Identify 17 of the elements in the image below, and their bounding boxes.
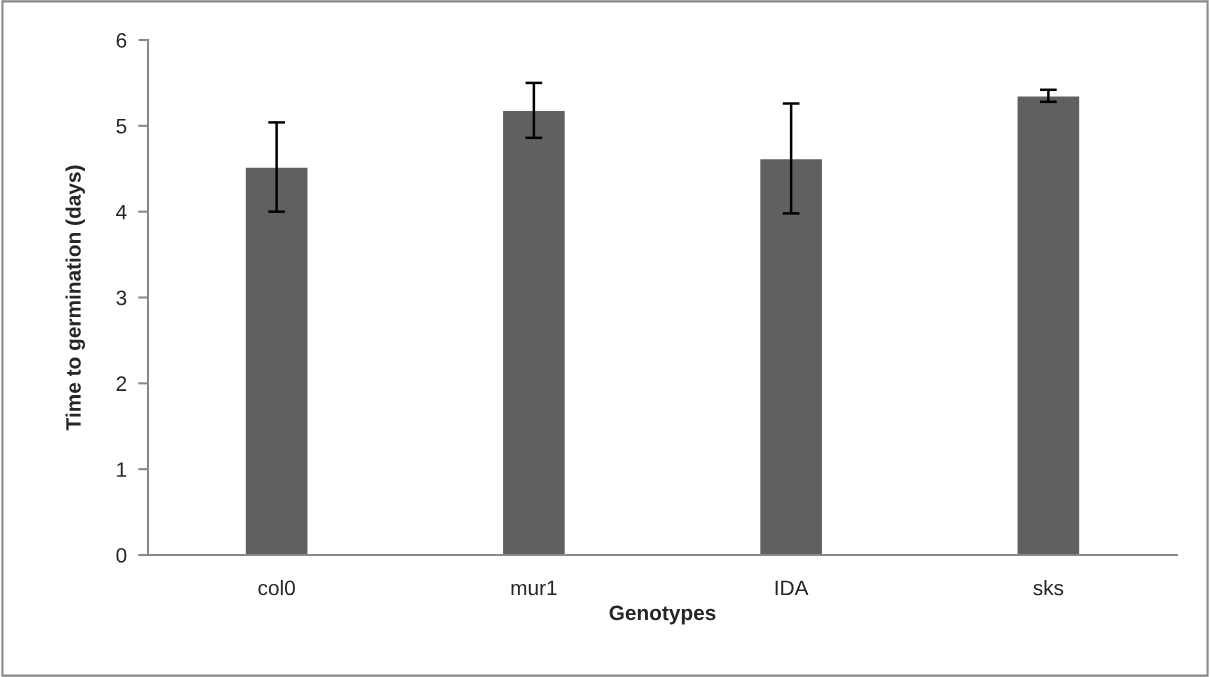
- y-tick-label: 3: [116, 290, 127, 306]
- x-tick-label: col0: [258, 580, 295, 596]
- y-tick-label: 1: [117, 462, 127, 477]
- x-tick-label: sks: [1033, 580, 1064, 596]
- y-tick-label: 2: [116, 376, 127, 391]
- bar: [244, 166, 309, 555]
- x-tick-label: mur1: [511, 580, 557, 596]
- x-axis-title: Genotypes: [609, 605, 716, 625]
- bar: [501, 109, 567, 555]
- y-tick-label: 4: [116, 204, 127, 220]
- y-axis-title: Time to germination (days): [65, 165, 86, 431]
- y-tick-label: 6: [116, 33, 127, 48]
- x-tick-label: IDA: [775, 580, 809, 596]
- y-tick-label: 0: [116, 548, 127, 563]
- y-tick-label: 5: [116, 119, 127, 134]
- bar: [1016, 95, 1081, 555]
- bar: [758, 157, 824, 555]
